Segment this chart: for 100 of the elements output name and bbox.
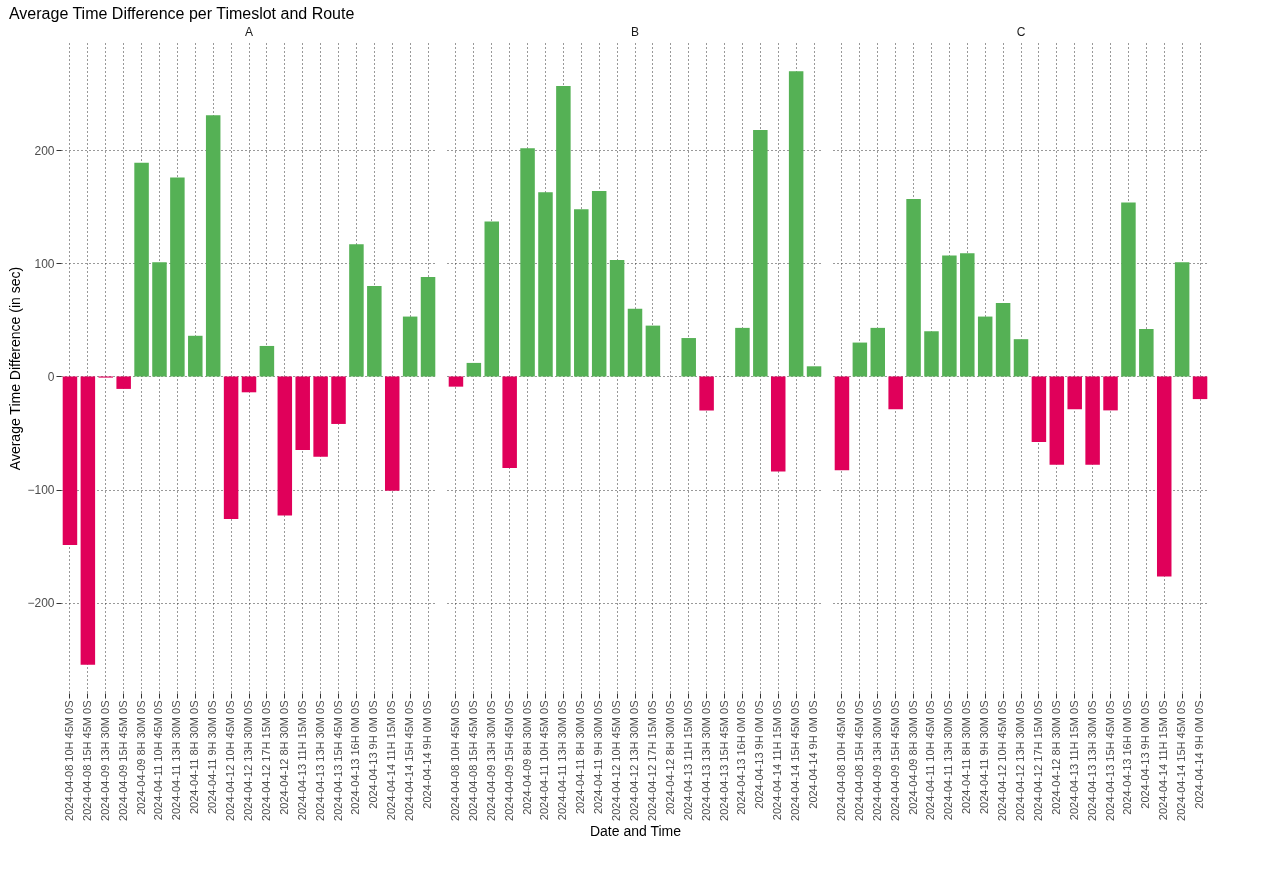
chart-title: C	[1016, 25, 1026, 39]
x-tick-label: 2024-04-12 10H 45M 0S	[610, 700, 623, 821]
x-tick-label: 2024-04-08 15H 45M 0S	[466, 700, 479, 821]
bar	[1139, 329, 1154, 377]
x-tick-label: 2024-04-12 13H 30M 0S	[1014, 700, 1026, 821]
bar	[448, 376, 464, 387]
bar	[1049, 376, 1065, 465]
bar	[556, 85, 571, 377]
x-tick-label: 2024-04-11 10H 45M 0S	[152, 700, 165, 821]
x-tick-label: 2024-04-14 9H 0M 0S	[807, 700, 820, 809]
x-tick-label: 2024-04-11 8H 30M 0S	[188, 700, 201, 815]
bar	[1013, 339, 1029, 377]
bar	[960, 253, 975, 377]
x-tick-label: 2024-04-11 10H 45M 0S	[538, 700, 551, 821]
chart-title: A	[244, 25, 254, 39]
x-tick-label: 2024-04-11 10H 45M 0S	[924, 700, 937, 821]
bar	[1121, 202, 1136, 377]
bar	[295, 376, 310, 450]
bar	[1031, 376, 1047, 443]
x-tick-label: 2024-04-13 9H 0M 0S	[753, 700, 766, 809]
x-axis-title: Date and Time	[589, 822, 682, 839]
x-tick-label: 2024-04-08 10H 45M 0S	[834, 700, 847, 821]
x-tick-label: 2024-04-13 11H 15M 0S	[1067, 700, 1080, 821]
x-tick-label: 2024-04-12 13H 30M 0S	[242, 700, 254, 821]
bar	[699, 376, 714, 411]
x-tick-label: 2024-04-13 9H 0M 0S	[367, 700, 380, 809]
x-tick-label: 2024-04-14 15H 45M 0S	[1175, 700, 1188, 821]
bar	[62, 376, 78, 545]
bar	[942, 255, 957, 377]
bar	[420, 277, 436, 377]
bar	[1103, 376, 1118, 411]
bar	[852, 342, 868, 377]
bar	[402, 316, 418, 377]
bar	[134, 162, 149, 377]
bar	[627, 308, 643, 377]
bar	[80, 376, 96, 665]
x-tick-label: 2024-04-08 10H 45M 0S	[62, 700, 75, 821]
bar	[502, 376, 517, 469]
x-tick-label: 2024-04-11 8H 30M 0S	[960, 700, 973, 815]
bar	[277, 376, 293, 516]
bar	[681, 338, 696, 377]
bar	[770, 376, 786, 472]
x-tick-label: 2024-04-14 11H 15M 0S	[771, 700, 784, 821]
bar	[1067, 376, 1082, 410]
bar	[1085, 376, 1100, 465]
bar	[977, 316, 993, 377]
x-tick-label: 2024-04-11 8H 30M 0S	[574, 700, 587, 815]
x-tick-label: 2024-04-09 13H 30M 0S	[870, 700, 883, 821]
x-tick-label: 2024-04-11 13H 30M 0S	[170, 700, 183, 821]
x-tick-label: 2024-04-13 13H 30M 0S	[699, 700, 712, 821]
bar	[753, 130, 768, 377]
x-tick-label: 2024-04-14 9H 0M 0S	[1193, 700, 1206, 809]
chart-title: B	[630, 25, 640, 39]
bar	[188, 335, 203, 377]
x-tick-label: 2024-04-11 9H 30M 0S	[206, 700, 219, 815]
bar	[116, 376, 131, 389]
y-tick-label: 100	[34, 256, 55, 271]
bar	[259, 345, 275, 377]
bar	[645, 325, 661, 377]
x-tick-label: 2024-04-09 13H 30M 0S	[484, 700, 497, 821]
x-tick-label: 2024-04-14 15H 45M 0S	[789, 700, 802, 821]
bar	[484, 221, 500, 377]
bar	[806, 366, 822, 377]
x-tick-label: 2024-04-13 13H 30M 0S	[1085, 700, 1098, 821]
x-tick-label: 2024-04-12 8H 30M 0S	[1049, 700, 1062, 815]
bar	[1174, 262, 1190, 377]
x-tick-label: 2024-04-08 15H 45M 0S	[852, 700, 865, 821]
bar	[574, 209, 589, 377]
bar	[788, 71, 804, 377]
x-tick-label: 2024-04-12 13H 30M 0S	[628, 700, 640, 821]
x-tick-label: 2024-04-14 15H 45M 0S	[403, 700, 416, 821]
x-tick-label: 2024-04-12 17H 15M 0S	[1031, 700, 1044, 821]
bar	[1156, 376, 1172, 577]
bar	[466, 362, 482, 377]
bar	[367, 286, 382, 377]
x-tick-label: 2024-04-12 10H 45M 0S	[224, 700, 237, 821]
x-tick-label: 2024-04-13 16H 0M 0S	[735, 700, 748, 815]
bar	[735, 327, 750, 377]
bar	[609, 260, 625, 377]
x-tick-label: 2024-04-13 16H 0M 0S	[1121, 700, 1134, 815]
x-tick-label: 2024-04-11 9H 30M 0S	[592, 700, 605, 815]
bar	[995, 303, 1011, 377]
bar	[331, 376, 346, 424]
x-tick-label: 2024-04-12 8H 30M 0S	[663, 700, 676, 815]
x-tick-label: 2024-04-09 13H 30M 0S	[98, 700, 111, 821]
x-tick-label: 2024-04-09 15H 45M 0S	[502, 700, 515, 821]
x-tick-label: 2024-04-09 8H 30M 0S	[906, 700, 919, 815]
bar	[205, 115, 221, 377]
bar	[349, 244, 364, 377]
bar	[538, 192, 553, 377]
x-tick-label: 2024-04-08 10H 45M 0S	[448, 700, 461, 821]
x-tick-label: 2024-04-13 15H 45M 0S	[717, 700, 730, 821]
bar	[170, 177, 185, 377]
x-tick-label: 2024-04-09 15H 45M 0S	[888, 700, 901, 821]
x-tick-label: 2024-04-08 15H 45M 0S	[80, 700, 93, 821]
y-axis-title: Average Time Difference (in sec)	[7, 266, 24, 471]
x-tick-label: 2024-04-13 13H 30M 0S	[313, 700, 326, 821]
bar	[313, 376, 328, 457]
bar	[906, 199, 921, 377]
text: Average Time Difference per Timeslot and Route	[8, 5, 355, 22]
